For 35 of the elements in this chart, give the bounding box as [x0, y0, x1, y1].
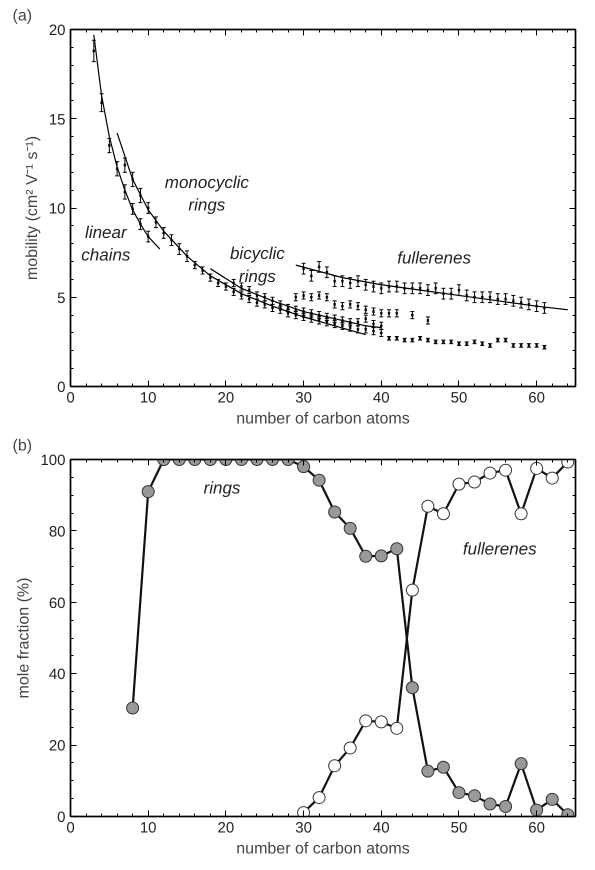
- x-tick-label: 50: [450, 820, 468, 836]
- x-axis-title: number of carbon atoms: [236, 410, 410, 428]
- annotation: linear chains: [81, 222, 131, 265]
- text: (b): [12, 438, 32, 454]
- annotation: bicyclic rings: [230, 244, 286, 286]
- annotation: rings: [204, 478, 241, 498]
- x-tick-label: 40: [372, 390, 390, 406]
- y-axis-title: mole fraction (%): [15, 578, 32, 698]
- x-tick-label: 10: [140, 390, 157, 406]
- y-tick-label: 100: [40, 452, 66, 469]
- y-tick-label: 80: [48, 523, 66, 540]
- y-tick-label: 20: [48, 22, 66, 39]
- x-tick-label: 60: [528, 390, 545, 406]
- x-tick-label: 40: [372, 820, 390, 836]
- y-tick-label: 20: [48, 738, 66, 755]
- y-tick-label: 0: [57, 809, 66, 826]
- y-tick-label: 15: [48, 111, 66, 128]
- y-axis-title: mobility (cm² V⁻¹ s⁻¹): [24, 136, 41, 280]
- x-tick-label: 60: [528, 820, 545, 836]
- annotation: fullerenes: [397, 248, 472, 268]
- x-tick-label: 30: [295, 820, 312, 836]
- text: (a): [12, 8, 32, 24]
- y-tick-label: 40: [48, 666, 66, 684]
- x-tick-label: 50: [450, 390, 468, 406]
- x-tick-label: 20: [218, 820, 234, 836]
- annotation: monocyclic rings: [164, 172, 250, 215]
- x-tick-label: 30: [295, 390, 312, 406]
- x-axis-title: number of carbon atoms: [236, 840, 410, 858]
- y-tick-label: 0: [57, 379, 66, 396]
- y-tick-label: 10: [48, 200, 66, 218]
- y-tick-label: 5: [57, 290, 66, 307]
- x-tick-label: 20: [218, 390, 234, 406]
- y-tick-label: 60: [48, 594, 66, 612]
- x-tick-label: 10: [140, 820, 157, 836]
- annotation: fullerenes: [462, 539, 538, 558]
